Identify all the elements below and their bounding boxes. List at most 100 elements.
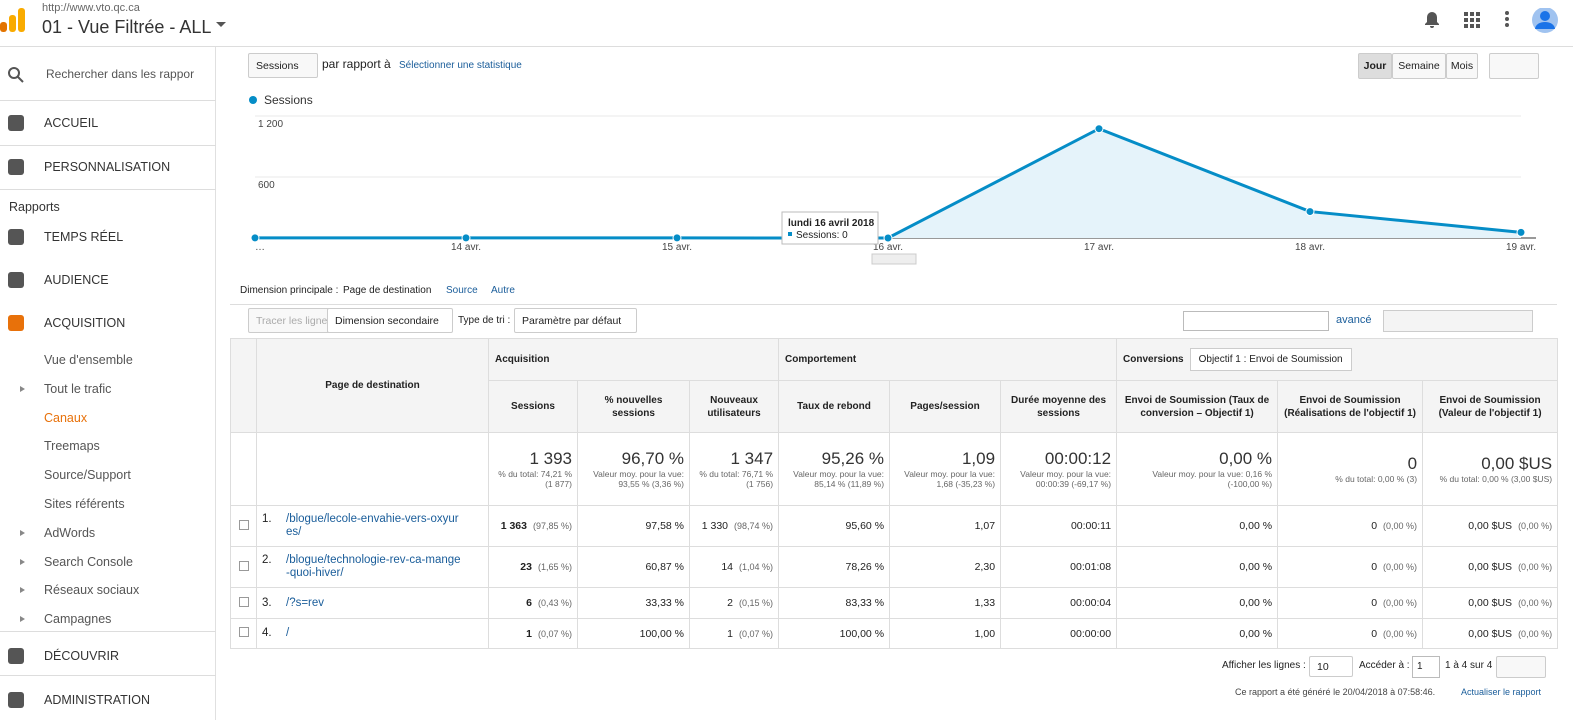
cell-share: (0,00 %) xyxy=(1383,562,1418,572)
data-cell: 0 (0,00 %) xyxy=(1277,546,1424,588)
data-cell: 1 330 (98,74 %) xyxy=(688,505,780,547)
search-input[interactable]: Rechercher dans les rappor xyxy=(46,67,195,81)
plot-rows-button[interactable]: Tracer les lignes xyxy=(248,308,341,333)
expand-arrow xyxy=(20,616,25,622)
period-button[interactable]: Jour xyxy=(1358,53,1392,79)
nav-item[interactable]: ACCUEIL xyxy=(44,116,99,130)
nav-item[interactable]: Canaux xyxy=(44,411,88,425)
nav-item[interactable]: ADMINISTRATION xyxy=(44,693,151,707)
column-header-row: Sessions% nouvelles sessions Nouveaux uti… xyxy=(231,380,1559,433)
data-cell: 1 (0,07 %) xyxy=(488,618,578,649)
pager[interactable] xyxy=(1496,656,1546,678)
rows-dropdown[interactable]: 10 xyxy=(1309,656,1353,677)
cell-value: 1,00 xyxy=(974,627,996,640)
expand-arrow xyxy=(20,530,25,536)
tooltip-text: Sessions: 0 xyxy=(796,230,848,241)
tooltip xyxy=(781,211,879,245)
data-row: 1. /blogue/lecole-envahie-vers-oxyures/1 … xyxy=(230,505,1559,547)
header-icons[interactable] xyxy=(1420,8,1570,40)
data-cell: 00:00:00 xyxy=(1000,618,1118,649)
point xyxy=(883,233,893,243)
column-header: Envoi de Soumission (Taux de conversion … xyxy=(1116,380,1279,433)
nav-item[interactable]: AUDIENCE xyxy=(44,273,109,287)
point xyxy=(461,233,471,243)
checkbox[interactable] xyxy=(238,560,249,571)
nav-item[interactable]: DÉCOUVRIR xyxy=(44,649,120,663)
chart-type-toggle[interactable] xyxy=(1489,53,1539,79)
nav-item[interactable]: Vue d'ensemble xyxy=(44,353,133,367)
cell-share: (0,00 %) xyxy=(1383,628,1418,639)
nav-item[interactable]: Réseaux sociaux xyxy=(44,583,140,597)
view-buttons[interactable] xyxy=(1383,310,1533,332)
cell-value: 0,00 $US xyxy=(1468,561,1513,573)
data-cell: 1 (0,07 %) xyxy=(688,618,780,649)
total-cell: 0,00 $US% du total: 0,00 % (3,00 $US) xyxy=(1422,432,1559,506)
refresh-link[interactable]: Actualiser le rapport xyxy=(1461,687,1542,697)
checkbox[interactable] xyxy=(238,519,249,530)
period-button[interactable]: Semaine xyxy=(1392,53,1446,79)
page-link[interactable]: /blogue/technologie-rev-ca-mange-quoi-hi… xyxy=(286,554,461,579)
sort-dropdown[interactable]: Paramètre par défaut xyxy=(514,308,637,333)
checkbox-header xyxy=(230,338,257,433)
data-row: 2. /blogue/technologie-rev-ca-mange-quoi-… xyxy=(230,546,1559,588)
column-header: Nouveaux utilisateurs xyxy=(688,380,780,433)
nav-item[interactable]: TEMPS RÉEL xyxy=(44,230,124,244)
range: 1 à 4 sur 4 xyxy=(1445,660,1493,671)
page-link[interactable]: /?s=rev xyxy=(286,596,325,609)
total-value: 1,09 xyxy=(961,449,996,468)
nav-item[interactable]: Source/Support xyxy=(44,468,131,482)
nav-item[interactable]: Treemaps xyxy=(44,439,100,453)
page-link[interactable]: /blogue/lecole-envahie-vers-oxyures/ xyxy=(286,513,459,538)
data-cell: 6 (0,43 %) xyxy=(488,587,578,619)
data-cell: 0,00 % xyxy=(1116,505,1279,547)
cell-value: 0,00 % xyxy=(1239,627,1273,640)
page-link[interactable]: / xyxy=(286,627,290,639)
select-metric[interactable]: Sélectionner une statistique xyxy=(399,60,522,71)
column-header: Envoi de Soumission (Valeur de l'objecti… xyxy=(1422,380,1559,433)
search-icon xyxy=(8,67,24,83)
data-cell: 00:01:08 xyxy=(1000,546,1118,588)
logo xyxy=(0,8,25,32)
dimension-option[interactable]: Page de destination xyxy=(343,285,432,296)
checkbox[interactable] xyxy=(238,627,249,637)
nav-icon xyxy=(8,272,24,288)
goal-dropdown[interactable]: Objectif 1 : Envoi de Soumission xyxy=(1189,348,1352,371)
nav-item[interactable]: Search Console xyxy=(44,555,133,569)
data-cell: 1 363 (97,85 %) xyxy=(488,505,578,547)
cell-share: (0,43 %) xyxy=(537,598,572,608)
page-cell: 3. /?s=rev xyxy=(256,587,489,619)
metric-dropdown[interactable]: Sessions xyxy=(248,53,318,78)
dimension-option[interactable]: Autre xyxy=(491,285,515,296)
secondary-dimension[interactable]: Dimension secondaire xyxy=(327,308,453,333)
nav-item[interactable]: Tout le trafic xyxy=(44,382,112,396)
group-label: Conversions xyxy=(1123,354,1184,365)
nav-item[interactable]: Campagnes xyxy=(44,612,112,626)
checkbox-cell xyxy=(230,505,257,547)
nav-item[interactable]: Rapports xyxy=(9,200,60,214)
cell-value: 00:01:08 xyxy=(1070,561,1112,573)
checkbox[interactable] xyxy=(238,596,249,607)
cell-value: 0,00 % xyxy=(1239,520,1273,532)
page-cell: 1. /blogue/lecole-envahie-vers-oxyures/ xyxy=(256,505,489,547)
advanced-link[interactable]: avancé xyxy=(1336,314,1372,326)
data-cell: 00:00:04 xyxy=(1000,587,1118,619)
table-search[interactable] xyxy=(1183,311,1329,331)
goto-input[interactable]: 1 xyxy=(1412,656,1440,678)
y-tick-label: 600 xyxy=(258,180,275,191)
column-header: Taux de rebond xyxy=(778,380,891,433)
view-selector[interactable]: 01 - Vue Filtrée - ALL xyxy=(42,17,212,37)
nav-item[interactable]: Sites référents xyxy=(44,497,125,511)
nav-item[interactable]: ACQUISITION xyxy=(44,316,126,330)
dimension-option[interactable]: Source xyxy=(446,285,478,296)
collapse-handle xyxy=(871,253,917,265)
nav-icon xyxy=(8,159,24,175)
nav-item[interactable]: AdWords xyxy=(44,526,96,540)
total-value: 0,00 $US xyxy=(1481,454,1553,473)
period-button[interactable]: Mois xyxy=(1446,53,1478,79)
empty xyxy=(256,432,489,506)
x-tick-label: 18 avr. xyxy=(1295,242,1325,253)
checkbox-cell xyxy=(230,546,257,588)
nav-item[interactable]: PERSONNALISATION xyxy=(44,160,171,174)
x-tick-label: 15 avr. xyxy=(662,242,692,253)
